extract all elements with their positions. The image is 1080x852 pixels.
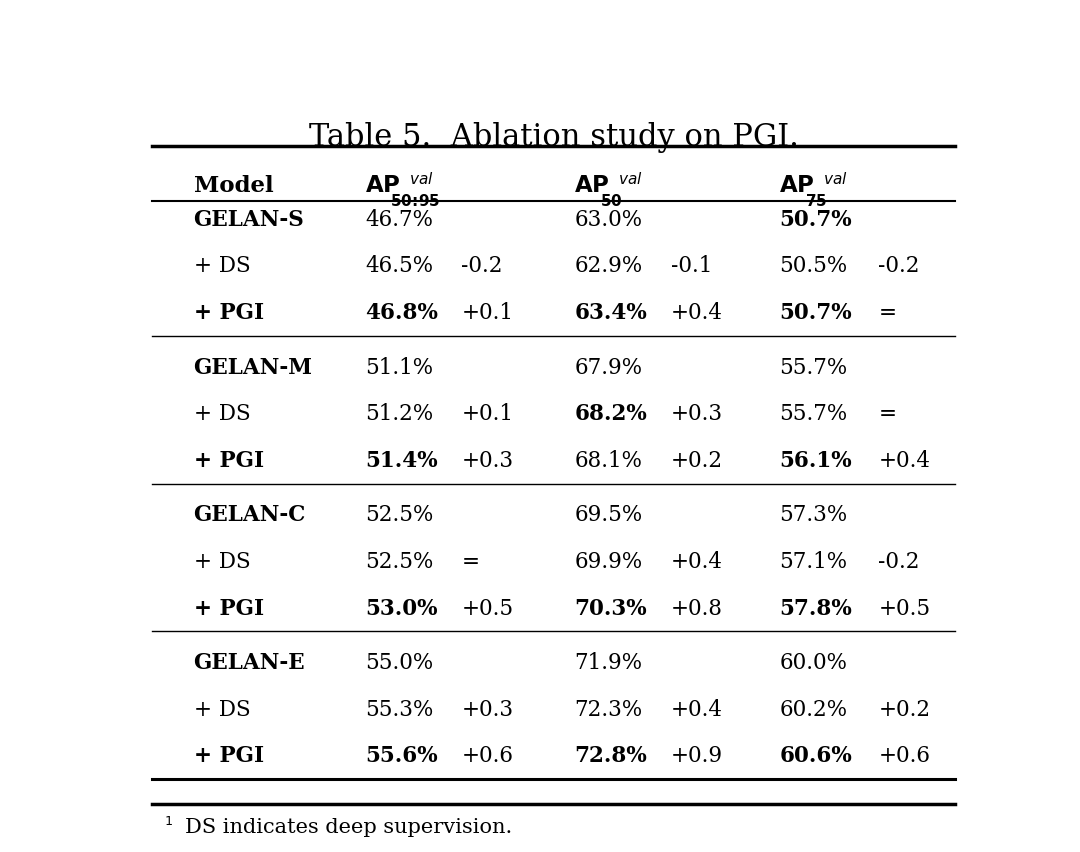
- Text: 50.5%: 50.5%: [780, 255, 848, 277]
- Text: =: =: [461, 550, 480, 573]
- Text: $\mathbf{AP}$: $\mathbf{AP}$: [780, 175, 815, 196]
- Text: 69.9%: 69.9%: [575, 550, 643, 573]
- Text: GELAN-M: GELAN-M: [193, 356, 312, 378]
- Text: 57.8%: 57.8%: [780, 597, 852, 619]
- Text: 56.1%: 56.1%: [780, 449, 852, 471]
- Text: $\mathbf{AP}$: $\mathbf{AP}$: [365, 175, 401, 196]
- Text: 50.7%: 50.7%: [780, 209, 852, 231]
- Text: 51.4%: 51.4%: [365, 449, 437, 471]
- Text: 55.0%: 55.0%: [365, 651, 433, 673]
- Text: $\mathbf{AP}$: $\mathbf{AP}$: [575, 175, 610, 196]
- Text: 55.7%: 55.7%: [780, 403, 848, 424]
- Text: 60.2%: 60.2%: [780, 698, 848, 720]
- Text: 46.5%: 46.5%: [365, 255, 433, 277]
- Text: 68.1%: 68.1%: [575, 449, 643, 471]
- Text: +0.1: +0.1: [461, 302, 513, 324]
- Text: =: =: [878, 302, 896, 324]
- Text: GELAN-E: GELAN-E: [193, 651, 306, 673]
- Text: 60.0%: 60.0%: [780, 651, 848, 673]
- Text: 55.7%: 55.7%: [780, 356, 848, 378]
- Text: -0.1: -0.1: [671, 255, 712, 277]
- Text: 46.7%: 46.7%: [365, 209, 433, 231]
- Text: $\mathit{val}$: $\mathit{val}$: [618, 170, 643, 187]
- Text: $\mathit{val}$: $\mathit{val}$: [823, 170, 848, 187]
- Text: $^1$: $^1$: [164, 816, 174, 834]
- Text: + DS: + DS: [193, 550, 251, 573]
- Text: 52.5%: 52.5%: [365, 550, 433, 573]
- Text: 50.7%: 50.7%: [780, 302, 852, 324]
- Text: 51.1%: 51.1%: [365, 356, 433, 378]
- Text: +0.5: +0.5: [878, 597, 930, 619]
- Text: -0.2: -0.2: [878, 550, 920, 573]
- Text: +0.4: +0.4: [671, 302, 723, 324]
- Text: $\mathbf{75}$: $\mathbf{75}$: [805, 193, 826, 209]
- Text: + DS: + DS: [193, 403, 251, 424]
- Text: $\mathbf{50\!:\!95}$: $\mathbf{50\!:\!95}$: [390, 193, 441, 209]
- Text: 60.6%: 60.6%: [780, 745, 852, 767]
- Text: 63.4%: 63.4%: [575, 302, 647, 324]
- Text: GELAN-C: GELAN-C: [193, 504, 306, 526]
- Text: 71.9%: 71.9%: [575, 651, 643, 673]
- Text: 70.3%: 70.3%: [575, 597, 647, 619]
- Text: $\mathbf{50}$: $\mathbf{50}$: [599, 193, 622, 209]
- Text: +0.5: +0.5: [461, 597, 514, 619]
- Text: +0.1: +0.1: [461, 403, 513, 424]
- Text: + DS: + DS: [193, 255, 251, 277]
- Text: +0.6: +0.6: [461, 745, 513, 767]
- Text: =: =: [878, 403, 896, 424]
- Text: +0.3: +0.3: [461, 449, 514, 471]
- Text: 51.2%: 51.2%: [365, 403, 433, 424]
- Text: 57.3%: 57.3%: [780, 504, 848, 526]
- Text: +0.2: +0.2: [878, 698, 930, 720]
- Text: 62.9%: 62.9%: [575, 255, 643, 277]
- Text: 67.9%: 67.9%: [575, 356, 643, 378]
- Text: 55.6%: 55.6%: [365, 745, 437, 767]
- Text: 69.5%: 69.5%: [575, 504, 643, 526]
- Text: +0.3: +0.3: [461, 698, 514, 720]
- Text: +0.4: +0.4: [671, 550, 723, 573]
- Text: + PGI: + PGI: [193, 745, 264, 767]
- Text: GELAN-S: GELAN-S: [193, 209, 305, 231]
- Text: Model: Model: [193, 175, 273, 196]
- Text: DS indicates deep supervision.: DS indicates deep supervision.: [186, 817, 513, 837]
- Text: Table 5.  Ablation study on PGI.: Table 5. Ablation study on PGI.: [309, 122, 798, 153]
- Text: 68.2%: 68.2%: [575, 403, 647, 424]
- Text: 57.1%: 57.1%: [780, 550, 848, 573]
- Text: +0.4: +0.4: [671, 698, 723, 720]
- Text: 63.0%: 63.0%: [575, 209, 643, 231]
- Text: +0.9: +0.9: [671, 745, 723, 767]
- Text: 53.0%: 53.0%: [365, 597, 437, 619]
- Text: 72.8%: 72.8%: [575, 745, 647, 767]
- Text: 46.8%: 46.8%: [365, 302, 438, 324]
- Text: + PGI: + PGI: [193, 302, 264, 324]
- Text: -0.2: -0.2: [461, 255, 503, 277]
- Text: + DS: + DS: [193, 698, 251, 720]
- Text: -0.2: -0.2: [878, 255, 920, 277]
- Text: 52.5%: 52.5%: [365, 504, 433, 526]
- Text: + PGI: + PGI: [193, 597, 264, 619]
- Text: +0.8: +0.8: [671, 597, 723, 619]
- Text: +0.4: +0.4: [878, 449, 930, 471]
- Text: +0.3: +0.3: [671, 403, 723, 424]
- Text: + PGI: + PGI: [193, 449, 264, 471]
- Text: $\mathit{val}$: $\mathit{val}$: [408, 170, 433, 187]
- Text: 72.3%: 72.3%: [575, 698, 643, 720]
- Text: +0.2: +0.2: [671, 449, 723, 471]
- Text: 55.3%: 55.3%: [365, 698, 433, 720]
- Text: +0.6: +0.6: [878, 745, 930, 767]
